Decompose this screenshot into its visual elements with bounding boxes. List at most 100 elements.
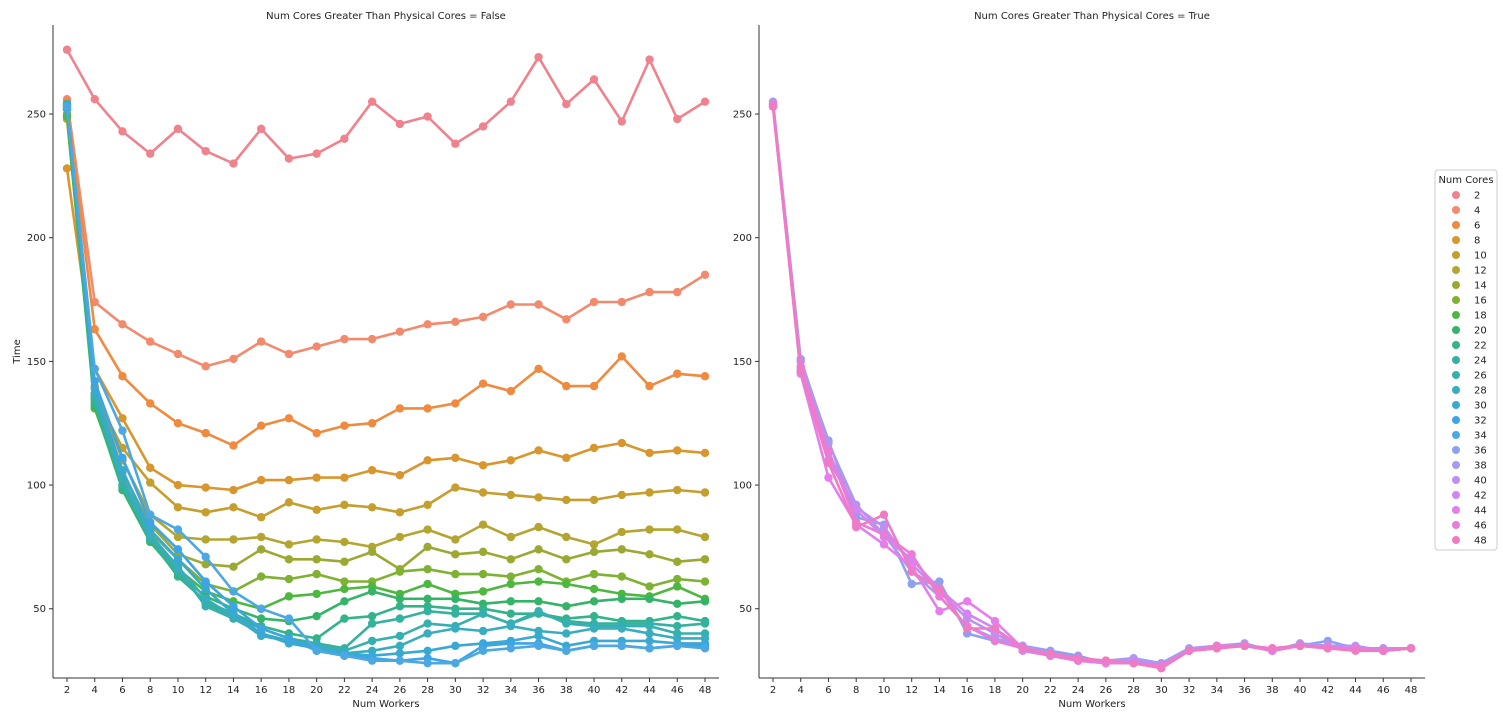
data-point (90, 95, 99, 104)
x-tick-label: 34 (504, 685, 517, 696)
x-tick-label: 26 (1100, 685, 1113, 696)
legend-label: 18 (1474, 311, 1487, 322)
data-point (423, 629, 432, 638)
data-point (367, 587, 377, 596)
data-point (562, 619, 571, 628)
data-point (1129, 658, 1138, 668)
x-tick-label: 8 (147, 685, 153, 696)
legend-marker (1452, 296, 1460, 304)
data-point (562, 381, 571, 391)
series-line (771, 106, 1412, 670)
data-point (256, 604, 266, 613)
data-point (673, 369, 682, 378)
data-point (284, 498, 294, 507)
data-point (1268, 644, 1277, 653)
data-point (118, 414, 127, 423)
data-point (201, 508, 210, 517)
x-tick-label: 44 (1349, 685, 1362, 696)
panel-right: Num Cores Greater Than Physical Cores = … (733, 11, 1425, 710)
series-line (65, 113, 706, 593)
series-40 (768, 99, 1416, 670)
series-12 (62, 99, 710, 552)
data-point (423, 456, 432, 465)
data-point (312, 589, 321, 599)
data-point (589, 641, 599, 651)
data-point (506, 456, 516, 465)
data-point (395, 404, 405, 413)
x-tick-label: 32 (477, 685, 490, 696)
data-point (395, 649, 405, 658)
data-point (201, 362, 210, 371)
data-point (700, 555, 710, 564)
legend-marker (1452, 281, 1460, 289)
y-tick-label: 100 (733, 481, 752, 492)
data-point (312, 611, 321, 621)
data-point (284, 574, 294, 584)
data-point (395, 594, 405, 604)
series-32 (62, 104, 710, 668)
legend-label: 12 (1474, 266, 1487, 277)
data-point (62, 102, 72, 111)
data-point (229, 159, 238, 168)
chart-title: Num Cores Greater Than Physical Cores = … (266, 11, 506, 22)
data-point (118, 372, 127, 381)
x-tick-label: 20 (310, 685, 323, 696)
legend-marker (1452, 266, 1460, 274)
data-point (395, 641, 405, 651)
legend-item: 30 (1452, 401, 1487, 412)
y-tick-label: 150 (27, 357, 46, 368)
data-point (562, 315, 571, 324)
data-point (645, 287, 654, 297)
y-tick-label: 250 (27, 110, 46, 121)
data-point (534, 493, 543, 502)
data-point (118, 127, 127, 136)
data-point (118, 466, 127, 475)
data-point (673, 582, 682, 591)
data-point (589, 443, 599, 453)
series-line (65, 108, 705, 665)
legend-marker (1452, 476, 1460, 484)
series-36 (768, 99, 1416, 668)
series-4 (62, 95, 710, 371)
data-point (506, 579, 516, 589)
data-point (617, 527, 626, 537)
series-34 (62, 102, 710, 668)
data-point (506, 386, 516, 396)
x-tick-label: 40 (588, 685, 601, 696)
data-point (700, 372, 710, 381)
data-point (879, 530, 889, 539)
legend-frame (1434, 169, 1498, 551)
legend-marker (1452, 401, 1460, 409)
data-point (935, 577, 944, 586)
data-point (284, 592, 294, 601)
data-point (340, 421, 349, 430)
x-tick-label: 6 (119, 685, 125, 696)
legend: Num Cores 246810121416182022242628303234… (1434, 169, 1498, 551)
legend-marker (1452, 251, 1460, 259)
data-point (1046, 649, 1055, 658)
data-point (534, 364, 543, 374)
data-point (645, 381, 654, 391)
data-point (1101, 656, 1111, 665)
legend-label: 36 (1474, 446, 1487, 457)
data-point (562, 602, 571, 611)
x-tick-label: 6 (825, 685, 831, 696)
data-point (534, 597, 543, 606)
series-46 (768, 99, 1416, 670)
legend-item: 16 (1452, 296, 1487, 307)
data-point (617, 117, 626, 126)
legend-marker (1452, 386, 1460, 394)
x-tick-label: 40 (1294, 685, 1307, 696)
data-point (423, 579, 432, 589)
legend-marker (1452, 371, 1460, 379)
data-point (478, 569, 488, 579)
series-8 (62, 164, 710, 495)
legend-marker (1452, 356, 1460, 364)
data-point (256, 337, 266, 346)
data-point (146, 517, 155, 527)
data-point (1351, 646, 1360, 655)
data-point (645, 582, 654, 591)
legend-label: 20 (1474, 326, 1487, 337)
data-point (395, 508, 405, 517)
